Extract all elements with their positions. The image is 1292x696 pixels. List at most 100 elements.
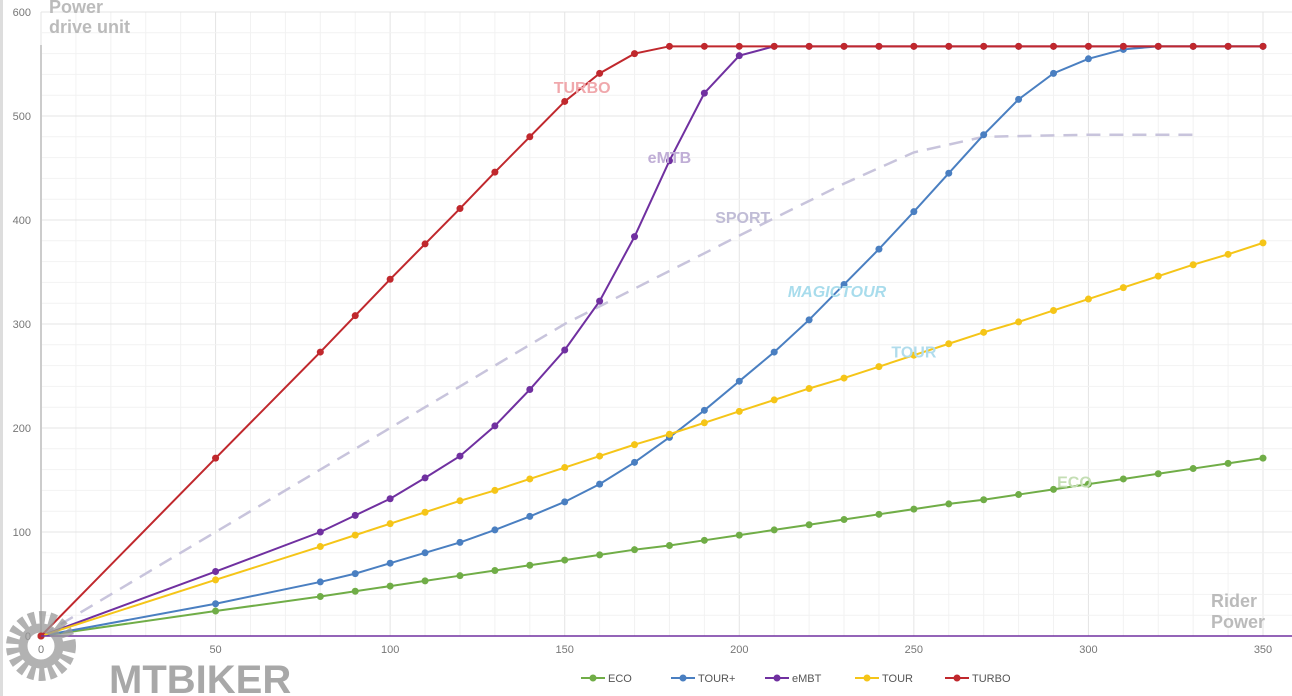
annotation-tour: TOUR bbox=[891, 344, 936, 361]
legend-marker bbox=[773, 674, 781, 682]
data-point-turbo bbox=[526, 133, 534, 141]
legend-label-turbo: TURBO bbox=[972, 673, 1011, 685]
watermark-logo bbox=[6, 611, 76, 681]
data-point-turbo bbox=[1224, 42, 1232, 50]
x-tick-label: 350 bbox=[1254, 644, 1272, 656]
data-point-tour bbox=[561, 464, 569, 472]
data-point-tour bbox=[665, 430, 673, 438]
data-point-tour+ bbox=[770, 348, 778, 356]
annotation-turbo: TURBO bbox=[554, 80, 611, 97]
data-point-eco bbox=[805, 521, 813, 529]
x-axis-title: Rider bbox=[1211, 591, 1257, 611]
data-point-eco bbox=[526, 561, 534, 569]
y-axis-title: Power bbox=[49, 0, 103, 17]
legend-label-tour: TOUR bbox=[882, 673, 913, 685]
data-point-turbo bbox=[456, 205, 464, 213]
data-point-tour+ bbox=[212, 600, 220, 608]
data-point-eco bbox=[1259, 454, 1267, 462]
data-point-embt bbox=[456, 452, 464, 460]
y-tick-label: 100 bbox=[13, 527, 31, 539]
data-point-tour+ bbox=[805, 316, 813, 324]
data-point-embt bbox=[316, 528, 324, 536]
data-point-turbo bbox=[386, 275, 394, 283]
data-point-turbo bbox=[910, 42, 918, 50]
data-point-eco bbox=[596, 551, 604, 559]
data-point-embt bbox=[491, 422, 499, 430]
data-point-turbo bbox=[561, 97, 569, 105]
annotation-magictour: MAGICTOUR bbox=[788, 284, 887, 301]
data-point-turbo bbox=[945, 42, 953, 50]
gear-icon bbox=[6, 611, 76, 681]
data-point-turbo bbox=[840, 42, 848, 50]
watermark-text: MTBIKER bbox=[109, 658, 291, 696]
data-point-turbo bbox=[1050, 42, 1058, 50]
y-axis-title-2: drive unit bbox=[49, 17, 130, 37]
data-point-tour+ bbox=[1050, 69, 1058, 77]
data-point-turbo bbox=[875, 42, 883, 50]
data-point-turbo bbox=[316, 348, 324, 356]
data-point-embt bbox=[561, 346, 569, 354]
data-point-embt bbox=[421, 474, 429, 482]
data-point-embt bbox=[631, 233, 639, 241]
data-point-eco bbox=[1015, 491, 1023, 499]
data-point-tour bbox=[631, 441, 639, 449]
x-tick-label: 150 bbox=[556, 644, 574, 656]
data-point-embt bbox=[386, 495, 394, 503]
legend-marker bbox=[589, 674, 597, 682]
data-point-eco bbox=[456, 572, 464, 580]
data-point-tour+ bbox=[631, 458, 639, 466]
y-tick-label: 500 bbox=[13, 111, 31, 123]
data-point-eco bbox=[735, 531, 743, 539]
data-point-eco bbox=[700, 536, 708, 544]
data-point-eco bbox=[1189, 465, 1197, 473]
data-point-turbo bbox=[351, 312, 359, 320]
data-point-eco bbox=[1050, 485, 1058, 493]
data-point-tour bbox=[1259, 239, 1267, 247]
data-point-tour+ bbox=[1015, 95, 1023, 103]
y-tick-label: 400 bbox=[13, 215, 31, 227]
data-point-eco bbox=[212, 607, 220, 615]
data-point-tour bbox=[1119, 284, 1127, 292]
data-point-eco bbox=[910, 505, 918, 513]
series-line-tour+ bbox=[40, 45, 1263, 637]
legend-marker bbox=[679, 674, 687, 682]
data-point-tour+ bbox=[1084, 55, 1092, 63]
data-point-eco bbox=[561, 556, 569, 564]
annotation-sport: SPORT bbox=[715, 210, 770, 227]
data-point-turbo bbox=[665, 42, 673, 50]
y-tick-label: 600 bbox=[13, 7, 31, 19]
data-point-tour bbox=[805, 384, 813, 392]
data-point-tour+ bbox=[386, 559, 394, 567]
data-point-tour bbox=[700, 419, 708, 427]
data-point-eco bbox=[665, 542, 673, 550]
data-point-embt bbox=[596, 297, 604, 305]
data-point-tour+ bbox=[875, 245, 883, 253]
data-point-turbo bbox=[770, 42, 778, 50]
data-point-eco bbox=[631, 546, 639, 554]
data-point-turbo bbox=[1189, 42, 1197, 50]
data-point-tour bbox=[1224, 250, 1232, 258]
data-point-tour bbox=[980, 328, 988, 336]
data-point-tour+ bbox=[561, 498, 569, 506]
y-tick-label: 200 bbox=[13, 423, 31, 435]
data-point-tour+ bbox=[456, 538, 464, 546]
data-point-embt bbox=[735, 52, 743, 60]
data-point-tour+ bbox=[351, 570, 359, 578]
data-point-eco bbox=[351, 587, 359, 595]
data-point-tour+ bbox=[980, 131, 988, 139]
data-point-turbo bbox=[491, 168, 499, 176]
data-point-tour bbox=[351, 531, 359, 539]
data-point-embt bbox=[526, 386, 534, 394]
data-point-turbo bbox=[980, 42, 988, 50]
legend-label-embt: eMBT bbox=[792, 673, 822, 685]
data-point-tour bbox=[1050, 306, 1058, 314]
data-point-tour+ bbox=[840, 280, 848, 288]
data-point-tour bbox=[875, 363, 883, 371]
data-point-embt bbox=[665, 157, 673, 165]
data-point-turbo bbox=[631, 50, 639, 58]
data-point-tour bbox=[1084, 295, 1092, 303]
data-point-tour+ bbox=[596, 480, 604, 488]
legend-label-eco: ECO bbox=[608, 673, 632, 685]
data-point-embt bbox=[700, 89, 708, 97]
